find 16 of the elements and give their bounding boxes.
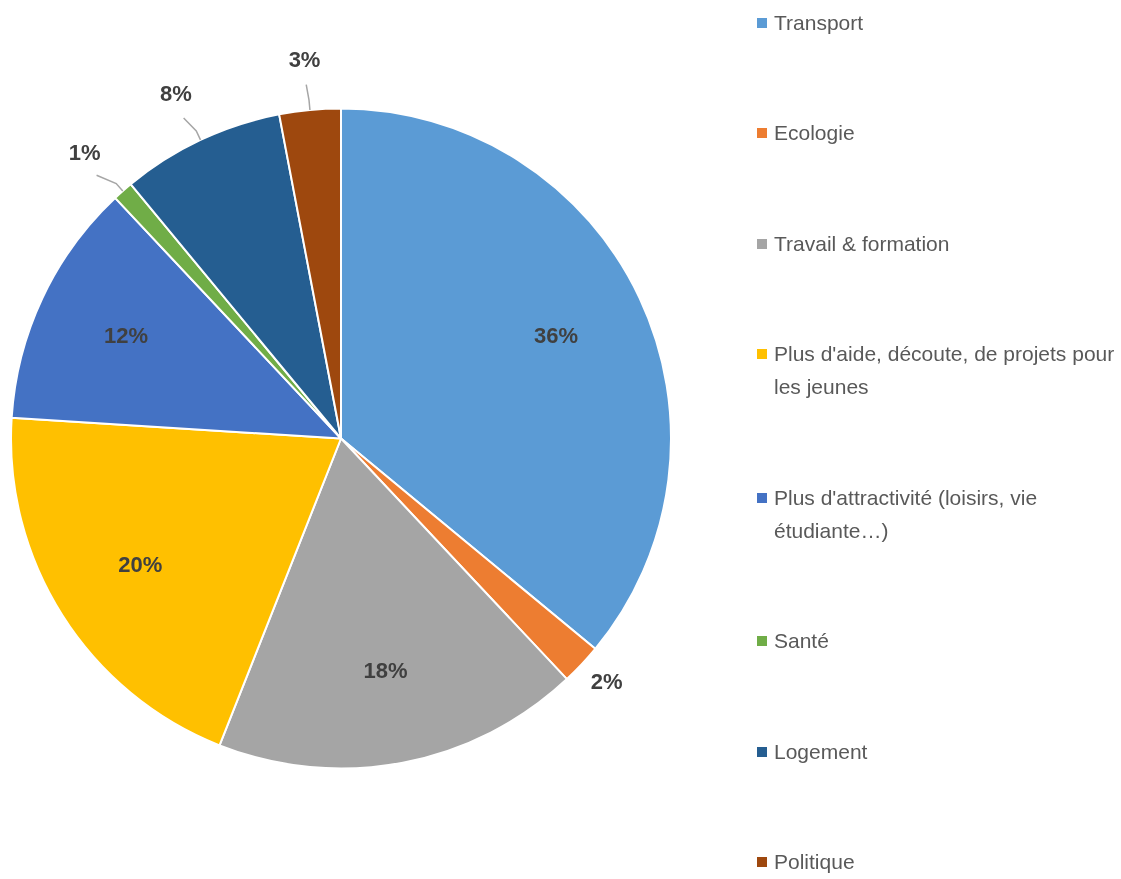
legend-label: Logement [774,738,868,765]
data-label: 12% [103,323,149,349]
data-label: 8% [160,81,192,107]
data-label: 20% [118,551,163,577]
legend-label: Ecologie [774,120,855,147]
data-label: 1% [68,139,101,165]
data-label: 2% [590,668,623,694]
legend-label: Transport [774,10,864,36]
legend-label: Politique [774,848,855,875]
data-label: 18% [363,657,408,683]
data-label: 36% [533,323,579,349]
legend-label: Plus d'aide, découte, de projets pour les jeunes [774,341,1116,401]
legend-label: Santé [774,628,829,655]
legend-label: Plus d'attractivité (loisirs, vie étudiante…) [774,484,1039,544]
legend-label: Travail & formation [774,230,950,257]
data-label: 3% [288,46,321,72]
